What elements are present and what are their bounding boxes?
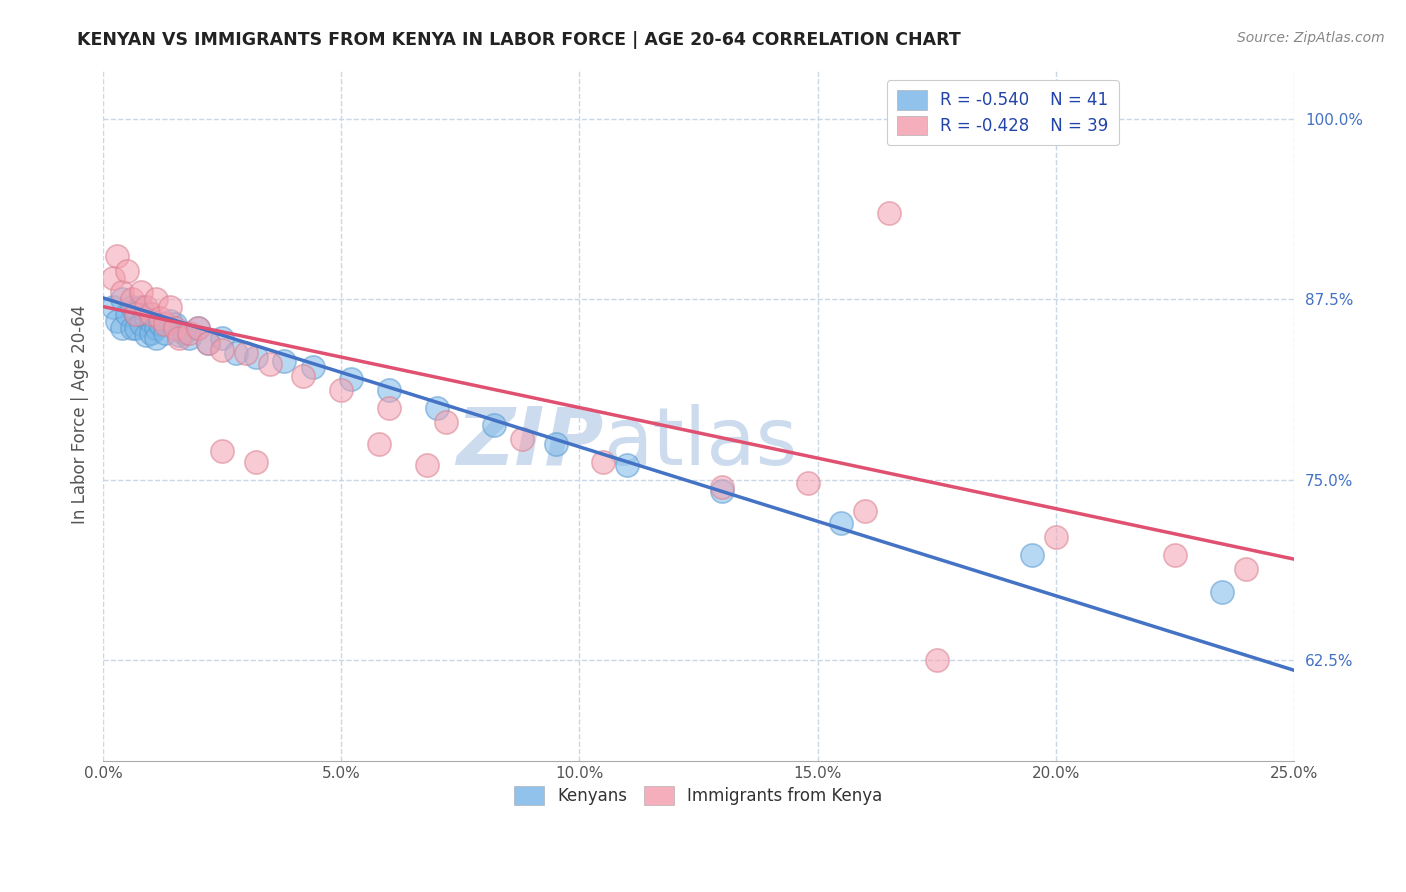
- Point: [163, 321, 186, 335]
- Point: [135, 300, 157, 314]
- Point: [245, 455, 267, 469]
- Point: [169, 328, 191, 343]
- Point: [169, 331, 191, 345]
- Point: [211, 343, 233, 357]
- Point: [368, 436, 391, 450]
- Point: [135, 328, 157, 343]
- Point: [125, 307, 148, 321]
- Text: atlas: atlas: [603, 403, 797, 482]
- Point: [510, 433, 533, 447]
- Point: [121, 293, 143, 307]
- Point: [273, 354, 295, 368]
- Point: [877, 206, 900, 220]
- Point: [339, 372, 361, 386]
- Point: [139, 307, 162, 321]
- Point: [853, 504, 876, 518]
- Point: [111, 285, 134, 300]
- Point: [425, 401, 447, 415]
- Point: [482, 417, 505, 432]
- Point: [163, 317, 186, 331]
- Point: [378, 384, 401, 398]
- Point: [211, 331, 233, 345]
- Point: [111, 321, 134, 335]
- Point: [129, 285, 152, 300]
- Point: [107, 249, 129, 263]
- Point: [145, 293, 167, 307]
- Point: [173, 326, 195, 340]
- Point: [292, 368, 315, 383]
- Point: [153, 326, 176, 340]
- Point: [115, 263, 138, 277]
- Point: [149, 311, 172, 326]
- Point: [925, 653, 948, 667]
- Point: [153, 317, 176, 331]
- Point: [225, 345, 247, 359]
- Point: [416, 458, 439, 473]
- Point: [107, 314, 129, 328]
- Point: [177, 326, 200, 340]
- Point: [544, 436, 567, 450]
- Text: ZIP: ZIP: [456, 403, 603, 482]
- Point: [1234, 562, 1257, 576]
- Point: [1163, 548, 1185, 562]
- Text: KENYAN VS IMMIGRANTS FROM KENYA IN LABOR FORCE | AGE 20-64 CORRELATION CHART: KENYAN VS IMMIGRANTS FROM KENYA IN LABOR…: [77, 31, 962, 49]
- Point: [592, 455, 614, 469]
- Point: [301, 360, 323, 375]
- Point: [135, 311, 157, 326]
- Point: [101, 300, 124, 314]
- Point: [711, 484, 734, 499]
- Point: [330, 384, 353, 398]
- Point: [434, 415, 457, 429]
- Y-axis label: In Labor Force | Age 20-64: In Labor Force | Age 20-64: [72, 305, 89, 524]
- Point: [711, 480, 734, 494]
- Point: [121, 321, 143, 335]
- Point: [111, 293, 134, 307]
- Point: [259, 357, 281, 371]
- Point: [139, 326, 162, 340]
- Point: [797, 475, 820, 490]
- Point: [245, 350, 267, 364]
- Point: [159, 314, 181, 328]
- Point: [145, 321, 167, 335]
- Point: [125, 307, 148, 321]
- Point: [187, 321, 209, 335]
- Point: [139, 314, 162, 328]
- Point: [125, 321, 148, 335]
- Point: [830, 516, 852, 530]
- Point: [129, 300, 152, 314]
- Point: [211, 443, 233, 458]
- Point: [115, 307, 138, 321]
- Point: [177, 331, 200, 345]
- Point: [145, 331, 167, 345]
- Point: [187, 321, 209, 335]
- Legend: Kenyans, Immigrants from Kenya: Kenyans, Immigrants from Kenya: [505, 776, 893, 815]
- Point: [159, 300, 181, 314]
- Point: [235, 345, 257, 359]
- Point: [197, 335, 219, 350]
- Point: [616, 458, 638, 473]
- Point: [129, 317, 152, 331]
- Point: [1211, 585, 1233, 599]
- Point: [378, 401, 401, 415]
- Point: [197, 335, 219, 350]
- Point: [1045, 531, 1067, 545]
- Point: [101, 270, 124, 285]
- Point: [1021, 548, 1043, 562]
- Point: [121, 300, 143, 314]
- Text: Source: ZipAtlas.com: Source: ZipAtlas.com: [1237, 31, 1385, 45]
- Point: [149, 317, 172, 331]
